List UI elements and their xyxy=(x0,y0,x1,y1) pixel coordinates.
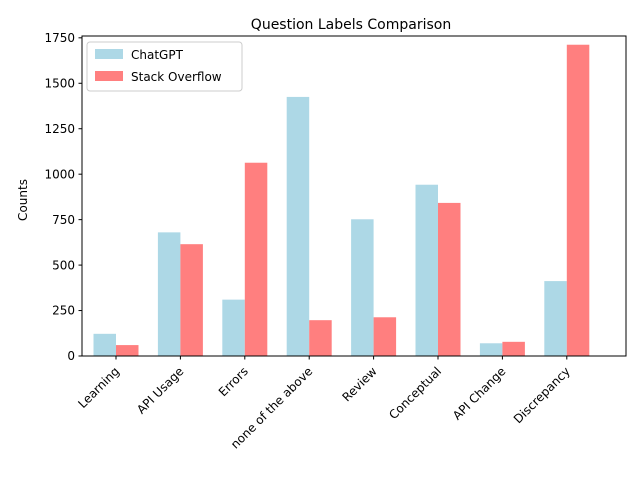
bar-chatgpt-4 xyxy=(351,219,374,356)
bar-chatgpt-1 xyxy=(157,232,181,356)
bar-chatgpt-2 xyxy=(222,299,245,356)
bar-stack-overflow-4 xyxy=(373,317,397,356)
y-tick-label: 500 xyxy=(52,258,75,272)
legend-label-chatgpt: ChatGPT xyxy=(131,48,184,62)
bar-chatgpt-3 xyxy=(286,96,310,356)
plot-frame xyxy=(81,35,627,357)
y-tick-label: 1000 xyxy=(44,167,75,181)
bar-stack-overflow-3 xyxy=(309,320,332,356)
bar-stack-overflow-6 xyxy=(502,341,525,356)
bar-chatgpt-5 xyxy=(415,184,438,356)
x-tick-label: Discrepancy xyxy=(511,364,573,426)
bar-stack-overflow-7 xyxy=(566,44,590,357)
y-tick-label: 750 xyxy=(52,213,75,227)
x-tick-label: Conceptual xyxy=(386,364,444,422)
bar-chatgpt-6 xyxy=(479,343,503,356)
bar-chatgpt-0 xyxy=(93,333,116,356)
y-tick-label: 250 xyxy=(52,304,75,318)
y-tick-label: 1250 xyxy=(44,122,75,136)
legend: ChatGPT Stack Overflow xyxy=(86,41,243,92)
x-tick-label: Learning xyxy=(75,364,122,411)
x-tick-label: API Change xyxy=(450,364,509,423)
bar-stack-overflow-5 xyxy=(438,202,461,356)
y-axis: 0 250 500 750 1000 1250 1500 1750 xyxy=(44,31,82,363)
x-tick-label: Errors xyxy=(216,364,251,399)
x-tick-label: API Usage xyxy=(134,364,186,416)
bars-layer xyxy=(93,44,590,357)
y-tick-label: 1500 xyxy=(44,76,75,90)
y-axis-label: Counts xyxy=(16,179,30,221)
legend-swatch-chatgpt xyxy=(95,49,123,59)
legend-box xyxy=(86,41,243,92)
bar-chatgpt-7 xyxy=(544,281,567,356)
bar-stack-overflow-2 xyxy=(244,162,268,356)
x-tick-label: Review xyxy=(340,364,380,404)
bar-stack-overflow-0 xyxy=(116,345,139,356)
legend-swatch-stack-overflow xyxy=(95,71,123,81)
legend-label-stack-overflow: Stack Overflow xyxy=(131,70,222,84)
bar-stack-overflow-1 xyxy=(180,244,203,356)
y-tick-label: 1750 xyxy=(44,31,75,45)
chart-title: Question Labels Comparison xyxy=(251,17,451,33)
y-tick-label: 0 xyxy=(67,349,75,363)
